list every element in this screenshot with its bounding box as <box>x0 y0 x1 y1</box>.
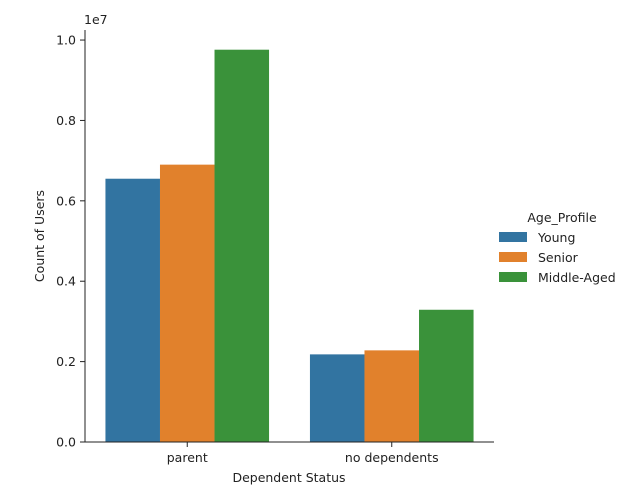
bar-middle-aged-no-dependents <box>419 309 474 442</box>
bars-layer <box>105 49 474 442</box>
bar-middle-aged-parent <box>214 49 270 442</box>
bar-young-parent <box>105 178 160 442</box>
x-tick-label: no dependents <box>345 450 439 465</box>
y-ticks: 0.0 0.2 0.4 0.6 0.8 1.0 <box>56 33 85 450</box>
y-tick-label: 0.4 <box>56 274 76 289</box>
legend-entries: Young Senior Middle-Aged <box>499 230 616 285</box>
legend-swatch-senior <box>499 252 527 262</box>
x-axis-label: Dependent Status <box>232 470 345 485</box>
x-tick-label: parent <box>167 450 208 465</box>
y-tick-label: 1.0 <box>56 33 76 48</box>
legend-swatch-middle-aged <box>499 272 527 282</box>
legend-label-middle-aged: Middle-Aged <box>538 270 616 285</box>
legend-title: Age_Profile <box>527 210 597 225</box>
y-tick-label: 0.0 <box>56 435 76 450</box>
legend: Age_Profile Young Senior Middle-Aged <box>499 210 616 285</box>
y-tick-label: 0.6 <box>56 193 76 208</box>
y-tick-label: 0.8 <box>56 113 76 128</box>
legend-swatch-young <box>499 232 527 242</box>
y-axis-label: Count of Users <box>32 190 47 282</box>
legend-label-senior: Senior <box>538 250 579 265</box>
y-tick-label: 0.2 <box>56 354 76 369</box>
bar-senior-no-dependents <box>364 350 420 442</box>
bar-young-no-dependents <box>309 354 365 442</box>
x-ticks: parent no dependents <box>167 442 439 465</box>
bar-senior-parent <box>159 164 215 442</box>
axes-layer <box>84 30 494 443</box>
legend-label-young: Young <box>537 230 575 245</box>
y-scale-label: 1e7 <box>84 12 108 27</box>
